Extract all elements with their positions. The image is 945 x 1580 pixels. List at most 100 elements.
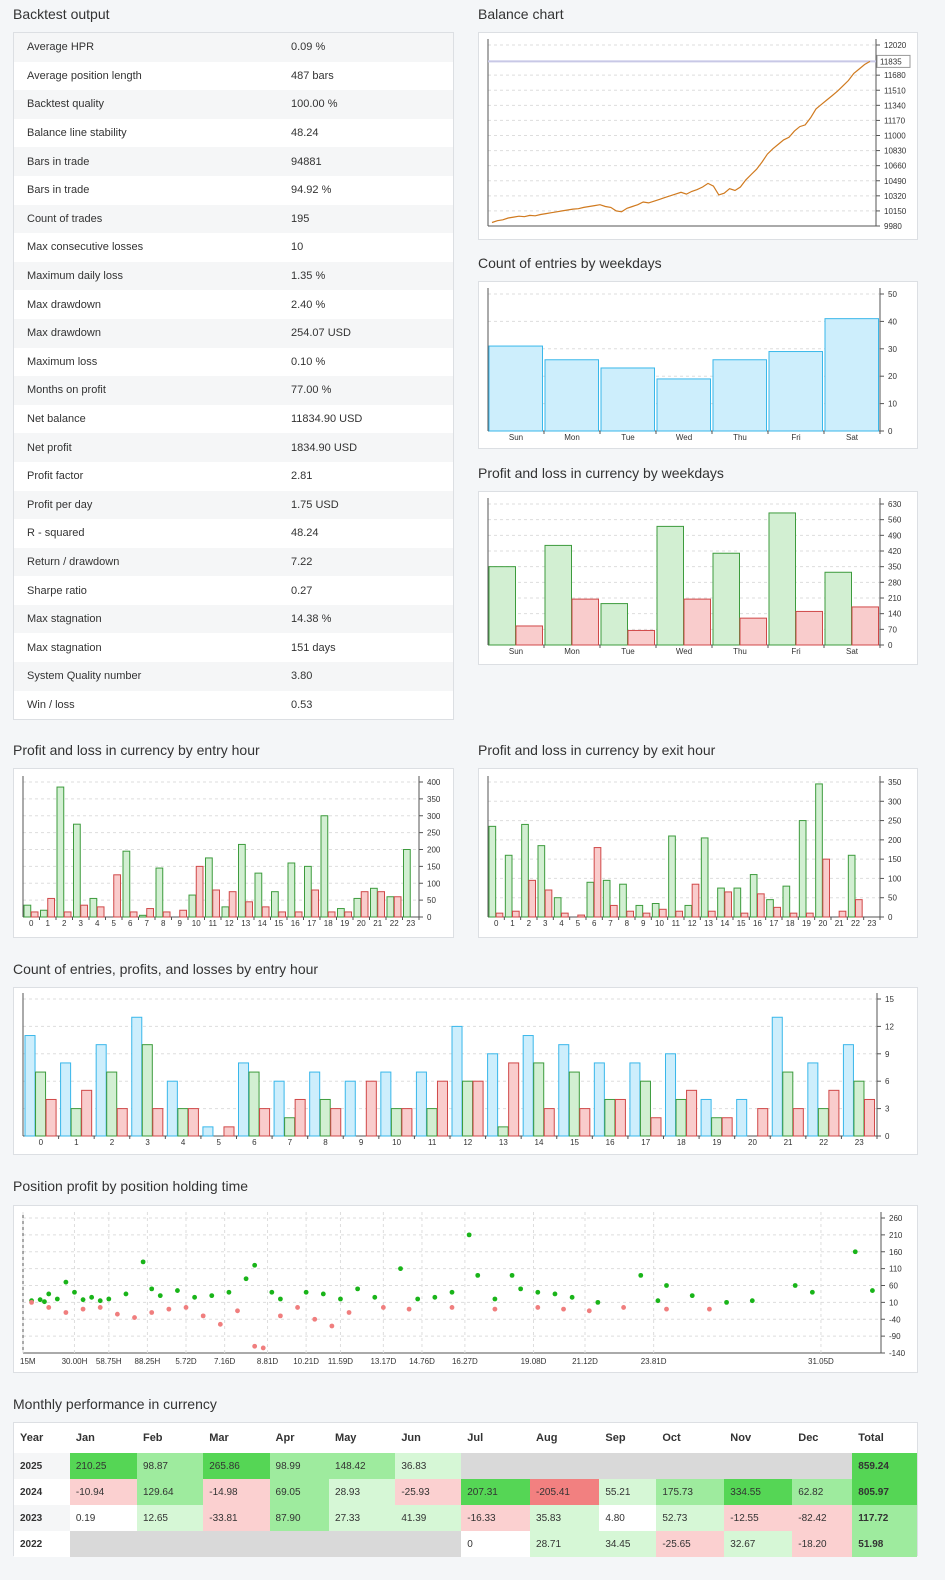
y-tick-label: 150 bbox=[427, 862, 441, 871]
loss-bar bbox=[223, 1126, 235, 1137]
profit-point bbox=[809, 1289, 815, 1295]
stat-value: 3.80 bbox=[278, 662, 453, 691]
stat-value: 94.92 % bbox=[291, 184, 332, 197]
x-tick-label: 21.12D bbox=[572, 1357, 598, 1366]
count-bar bbox=[593, 1062, 605, 1137]
x-tick-label: 13 bbox=[499, 1138, 508, 1147]
count-bar bbox=[488, 345, 543, 432]
x-tick-label: 0 bbox=[39, 1138, 44, 1147]
loss-bar bbox=[650, 1117, 662, 1137]
x-tick-label: Sat bbox=[846, 433, 859, 442]
count-bar bbox=[544, 359, 599, 432]
monthly-value-cell: 148.42 bbox=[329, 1453, 396, 1479]
x-tick-label: 13 bbox=[704, 919, 713, 928]
profit-point bbox=[638, 1272, 644, 1278]
profit-point bbox=[595, 1299, 601, 1305]
y-tick-label: 6 bbox=[885, 1077, 890, 1086]
monthly-total-cell: 805.97 bbox=[852, 1479, 917, 1505]
count-bar bbox=[95, 1044, 107, 1137]
profit-point bbox=[149, 1286, 155, 1292]
stat-row: Max consecutive losses 10 bbox=[14, 233, 453, 262]
x-tick-label: Mon bbox=[564, 433, 580, 442]
y-tick-label: 9980 bbox=[884, 222, 902, 231]
count-bar bbox=[166, 1080, 178, 1137]
x-tick-label: 7 bbox=[288, 1138, 293, 1147]
count-bar bbox=[600, 367, 655, 432]
loss-bar bbox=[855, 899, 863, 918]
monthly-value-cell: 34.45 bbox=[599, 1531, 657, 1557]
stat-label: Profit per day bbox=[14, 490, 278, 520]
count-bar bbox=[273, 1080, 285, 1137]
y-tick-label: 9 bbox=[885, 1050, 890, 1059]
monthly-value-cell bbox=[203, 1531, 270, 1557]
stat-value: 94881 bbox=[278, 147, 453, 176]
profit-point bbox=[509, 1272, 515, 1278]
profit-point bbox=[870, 1288, 875, 1293]
stat-value: 151 days bbox=[291, 641, 336, 654]
monthly-year-cell: 2022 bbox=[20, 1538, 43, 1550]
stat-value: 11834.90 USD bbox=[291, 413, 363, 426]
holding-chart: 260 210 160 110 60 10 -40 -90 -140 15M 30.00H 58.75… bbox=[20, 1212, 906, 1366]
loss-bar bbox=[344, 911, 352, 918]
monthly-value-cell: 4.80 bbox=[599, 1505, 657, 1531]
monthly-header-cell: Feb bbox=[142, 1432, 163, 1444]
profit-point bbox=[123, 1291, 129, 1297]
stat-label: Net balance bbox=[27, 413, 86, 426]
monthly-header-cell: Dec bbox=[798, 1432, 819, 1444]
x-tick-label: 88.25H bbox=[135, 1357, 161, 1366]
stat-row: Sharpe ratio 0.27 bbox=[14, 576, 453, 605]
monthly-value-cell bbox=[656, 1453, 725, 1479]
monthly-value-cell: -14.98 bbox=[203, 1479, 270, 1505]
profit-bar bbox=[675, 1098, 687, 1137]
y-tick-label: 20 bbox=[888, 372, 897, 381]
count-bar bbox=[380, 1071, 392, 1137]
monthly-header-cell: Aug bbox=[536, 1432, 558, 1444]
profit-point bbox=[37, 1297, 43, 1303]
profit-point bbox=[475, 1272, 481, 1278]
loss-point bbox=[312, 1316, 318, 1322]
stat-row: Balance line stability 48.24 bbox=[14, 119, 453, 148]
monthly-header-cell: Sep bbox=[605, 1432, 626, 1444]
stat-row: Max stagnation 14.38 % bbox=[14, 604, 453, 634]
monthly-header-row: Year Jan Feb Mar Apr May Jun Jul Aug Sep Oct Nov Dec… bbox=[14, 1423, 917, 1453]
loss-point bbox=[295, 1305, 300, 1310]
x-tick-label: 16 bbox=[291, 919, 300, 928]
profit-point bbox=[466, 1232, 472, 1238]
loss-point bbox=[46, 1305, 52, 1310]
x-tick-label: 17 bbox=[769, 919, 778, 928]
profit-bar bbox=[553, 897, 562, 918]
stat-label: Maximum loss bbox=[27, 355, 98, 368]
x-tick-label: 9 bbox=[641, 919, 646, 928]
x-tick-label: Wed bbox=[676, 647, 692, 656]
y-tick-label: 0 bbox=[888, 427, 893, 436]
stat-value: 0.27 bbox=[291, 584, 313, 597]
count-bar bbox=[487, 1053, 499, 1137]
stat-value: 7.22 bbox=[278, 547, 453, 577]
x-tick-label: Sun bbox=[509, 433, 523, 442]
monthly-header-cell: Mar bbox=[209, 1432, 229, 1444]
profit-bar bbox=[488, 566, 516, 646]
profit-bar bbox=[89, 897, 98, 918]
stat-label: Bars in trade bbox=[27, 184, 90, 197]
y-tick-label: 420 bbox=[888, 547, 902, 556]
stat-label: Win / loss bbox=[27, 698, 75, 711]
stat-row: Bars in trade 94.92 % bbox=[14, 176, 453, 205]
stat-label: System Quality number bbox=[14, 662, 278, 691]
loss-point bbox=[346, 1310, 352, 1315]
profit-point bbox=[552, 1291, 558, 1297]
monthly-value-cell: 207.31 bbox=[461, 1479, 531, 1505]
monthly-value-cell bbox=[395, 1531, 462, 1557]
profit-bar bbox=[238, 843, 246, 918]
monthly-header-cell: Jul bbox=[467, 1432, 484, 1444]
loss-bar bbox=[614, 1098, 626, 1137]
profit-bar bbox=[177, 1108, 189, 1137]
profit-point bbox=[569, 1294, 575, 1300]
stat-value: 48.24 bbox=[291, 527, 319, 540]
x-tick-label: 18 bbox=[324, 919, 333, 928]
profit-point bbox=[492, 1296, 498, 1302]
profit-point bbox=[415, 1296, 421, 1302]
y-tick-label: 350 bbox=[888, 778, 902, 787]
stat-row: Backtest quality 100.00 % bbox=[14, 90, 453, 119]
x-tick-label: Tue bbox=[621, 433, 635, 442]
stat-value: 487 bars bbox=[291, 69, 334, 82]
